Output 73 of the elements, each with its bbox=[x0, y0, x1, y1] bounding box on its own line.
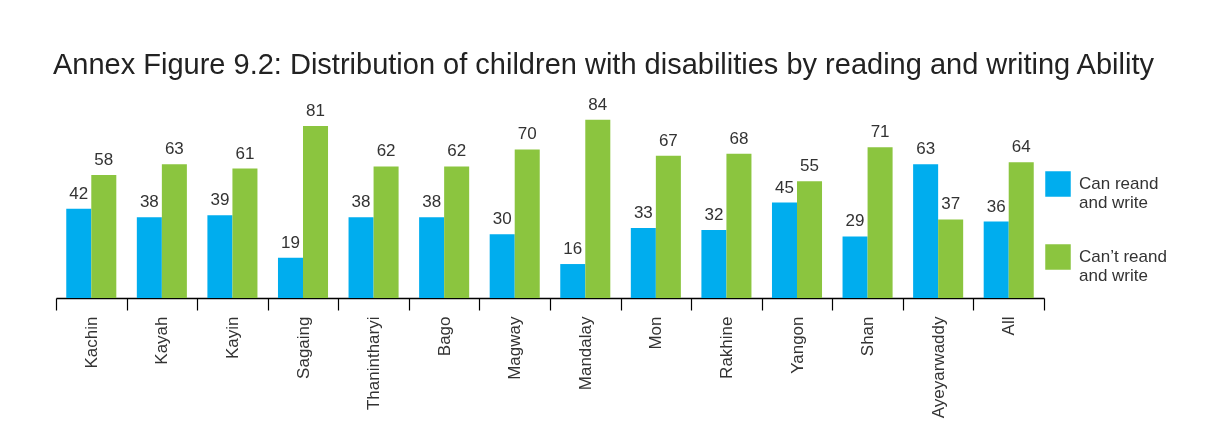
data-label: 38 bbox=[422, 192, 442, 212]
data-label: 29 bbox=[845, 211, 865, 231]
data-label: 38 bbox=[139, 192, 159, 212]
bar bbox=[91, 174, 117, 298]
bar bbox=[444, 166, 470, 298]
data-label: 70 bbox=[517, 124, 537, 144]
data-label: 32 bbox=[704, 205, 724, 225]
bar bbox=[726, 153, 752, 298]
x-tick-label: Sagaing bbox=[293, 316, 313, 379]
bar bbox=[797, 181, 823, 298]
legend-label: Can reand and write bbox=[1079, 174, 1159, 212]
x-tick-label: Yangon bbox=[787, 316, 807, 374]
bar bbox=[489, 234, 515, 298]
data-label: 63 bbox=[916, 139, 936, 159]
data-label: 64 bbox=[1011, 137, 1031, 157]
bar bbox=[701, 230, 727, 298]
bar bbox=[232, 168, 258, 298]
bar bbox=[1008, 162, 1034, 298]
bar bbox=[514, 149, 540, 298]
bar bbox=[938, 219, 964, 298]
data-label: 63 bbox=[164, 139, 184, 159]
data-label: 33 bbox=[633, 202, 653, 222]
data-label: 68 bbox=[729, 128, 749, 148]
bar bbox=[655, 155, 681, 298]
bar bbox=[585, 119, 611, 298]
x-tick-label: Kayin bbox=[222, 316, 242, 360]
data-label: 36 bbox=[986, 196, 1006, 216]
x-tick-label: Ayeyarwaddy bbox=[928, 316, 948, 419]
data-label: 62 bbox=[376, 141, 396, 161]
bar bbox=[207, 215, 233, 298]
bar bbox=[277, 257, 303, 298]
data-label: 39 bbox=[210, 190, 230, 210]
x-tick-label: Shan bbox=[858, 316, 878, 357]
data-label: 84 bbox=[588, 94, 608, 114]
bar bbox=[560, 264, 586, 298]
x-tick-label: Kayah bbox=[152, 316, 172, 365]
bar bbox=[303, 126, 329, 298]
bar bbox=[136, 217, 162, 298]
bar bbox=[161, 164, 187, 298]
data-label: 55 bbox=[800, 156, 819, 176]
data-label: 45 bbox=[775, 177, 794, 197]
data-label: 67 bbox=[658, 130, 678, 150]
bar bbox=[983, 221, 1009, 298]
data-label: 30 bbox=[492, 209, 512, 229]
bar bbox=[66, 208, 92, 298]
data-label: 38 bbox=[351, 192, 371, 212]
x-tick-label: Bago bbox=[434, 316, 454, 357]
bar bbox=[913, 164, 939, 298]
bar bbox=[348, 217, 374, 298]
legend-label: Can’t reand and write bbox=[1079, 247, 1167, 285]
data-label: 62 bbox=[447, 141, 467, 161]
x-tick-label: Mon bbox=[646, 316, 666, 350]
x-tick-label: Thanintharyi bbox=[364, 316, 384, 411]
data-label: 42 bbox=[69, 183, 89, 203]
bar bbox=[771, 202, 797, 298]
data-label: 71 bbox=[870, 122, 890, 142]
data-label: 19 bbox=[281, 232, 300, 252]
bar bbox=[842, 236, 868, 298]
bar bbox=[630, 227, 656, 298]
bar bbox=[373, 166, 399, 298]
x-tick-label: Rakhine bbox=[716, 316, 736, 379]
x-tick-label: Mandalay bbox=[575, 316, 595, 391]
chart-title: Annex Figure 9.2: Distribution of children with disabilities by reading and writing Ability bbox=[53, 47, 1155, 80]
data-label: 81 bbox=[306, 101, 325, 121]
bar bbox=[419, 217, 445, 298]
bar bbox=[867, 147, 893, 298]
x-tick-label: Magway bbox=[505, 316, 525, 380]
data-label: 37 bbox=[941, 194, 961, 214]
x-tick-label: All bbox=[999, 316, 1019, 336]
data-label: 61 bbox=[235, 143, 255, 163]
data-label: 16 bbox=[563, 239, 583, 259]
x-tick-label: Kachin bbox=[81, 316, 101, 369]
data-label: 58 bbox=[94, 149, 114, 169]
